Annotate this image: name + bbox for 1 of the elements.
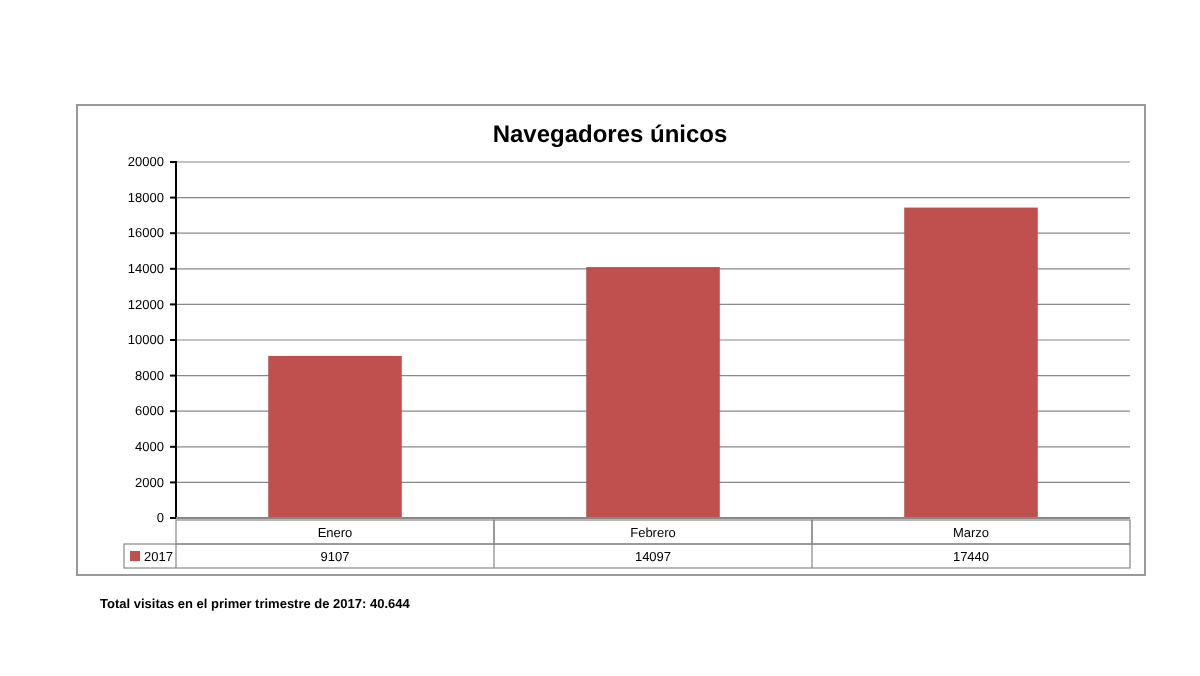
chart-title: Navegadores únicos — [492, 120, 729, 148]
